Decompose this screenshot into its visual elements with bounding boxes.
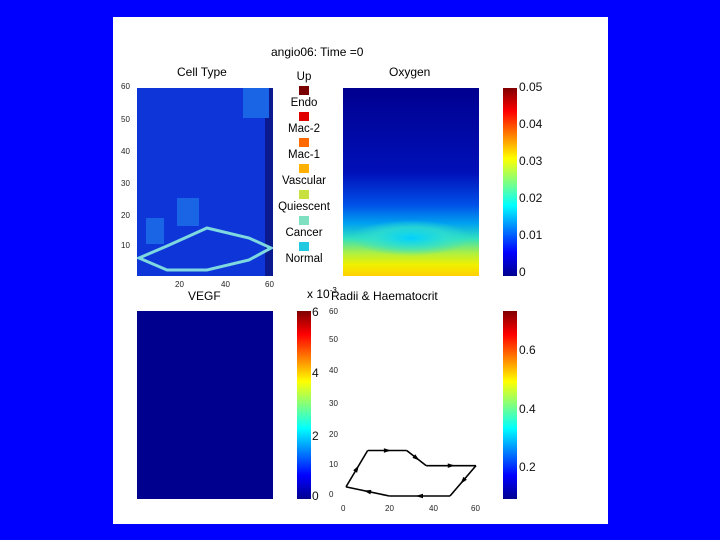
oxygen-colorbar-ticks: 0.05 0.04 0.03 0.02 0.01 0 [519,80,569,280]
cell-type-legend: Up Endo Mac-2 Mac-1 Vascular Quiescent C… [274,71,334,271]
radii-x-ticks: 0 20 40 60 [341,504,481,516]
flow-arrow [383,448,392,453]
colorbar-tick: 0.4 [519,402,536,416]
flow-arrow [415,493,423,499]
y-tick: 30 [329,399,338,408]
x-tick: 40 [221,280,230,289]
colorbar-tick: 0 [519,265,526,279]
colorbar-tick: 0.02 [519,191,543,205]
legend-label: Endo [290,97,318,109]
y-tick: 50 [329,335,338,344]
cell-type-x-ticks: 20 40 60 [137,280,277,292]
flow-arrow [447,463,456,468]
cell-type-title: Cell Type [177,65,227,79]
vegf-colorbar-exponent: x 10-3 [307,286,337,301]
colorbar-tick: 0.6 [519,343,536,357]
flow-arrow [363,489,372,495]
exponent-base: x 10 [307,287,330,301]
radii-title: Radii & Haematocrit [331,289,438,303]
flow-arrow [412,454,420,461]
haematocrit-colorbar [503,311,517,499]
y-tick: 0 [329,490,334,499]
legend-swatch [299,216,309,225]
flow-arrow [460,476,467,484]
y-tick: 10 [329,460,338,469]
y-tick: 50 [121,115,130,124]
x-tick: 0 [341,504,346,513]
vegf-heatmap [137,311,273,499]
colorbar-tick: 0 [312,489,319,503]
y-tick: 20 [329,430,338,439]
figure-title: angio06: Time =0 [271,45,364,59]
y-tick: 10 [121,241,130,250]
colorbar-tick: 4 [312,366,319,380]
x-tick: 60 [265,280,274,289]
radii-y-ticks: 60 50 40 30 20 10 0 [329,305,343,505]
x-tick: 40 [429,504,438,513]
cell-type-heatmap [137,88,273,276]
vegf-colorbar [297,311,311,499]
x-tick: 20 [175,280,184,289]
colorbar-tick: 0.05 [519,80,543,94]
legend-label: Quiescent [278,201,330,213]
y-tick: 60 [329,307,338,316]
legend-swatch [299,164,309,173]
legend-label: Mac-1 [288,149,320,161]
radii-plot-area [343,311,479,499]
flow-arrow [353,465,359,473]
x-tick: 60 [471,504,480,513]
legend-swatch [299,112,309,121]
exponent-power: -3 [329,286,337,295]
colorbar-tick: 6 [312,305,319,319]
y-tick: 40 [121,147,130,156]
oxygen-heatmap [343,88,479,276]
legend-label: Vascular [282,175,326,187]
legend-swatch [299,242,309,251]
legend-label: Cancer [285,227,323,239]
y-tick: 30 [121,179,130,188]
haematocrit-colorbar-ticks: 0.6 0.4 0.2 [519,343,559,503]
y-tick: 40 [329,366,338,375]
figure-canvas: angio06: Time =0 Cell Type 60 50 40 30 2… [113,17,608,524]
vegf-title: VEGF [188,289,221,303]
y-tick: 20 [121,211,130,220]
legend-swatch [299,138,309,147]
legend-label: Normal [285,253,323,265]
colorbar-tick: 0.2 [519,460,536,474]
y-tick: 60 [121,82,130,91]
oxygen-title: Oxygen [389,65,431,79]
oxygen-colorbar [503,88,517,276]
legend-swatch [299,190,309,199]
cell-type-y-ticks: 60 50 40 30 20 10 [121,77,135,277]
legend-label: Up [296,71,312,83]
colorbar-tick: 0.04 [519,117,543,131]
legend-swatch [299,86,309,95]
x-tick: 20 [385,504,394,513]
colorbar-tick: 0.01 [519,228,543,242]
vegf-colorbar-ticks: 6 4 2 0 [312,305,332,505]
legend-label: Mac-2 [288,123,320,135]
colorbar-tick: 0.03 [519,154,543,168]
colorbar-tick: 2 [312,429,319,443]
